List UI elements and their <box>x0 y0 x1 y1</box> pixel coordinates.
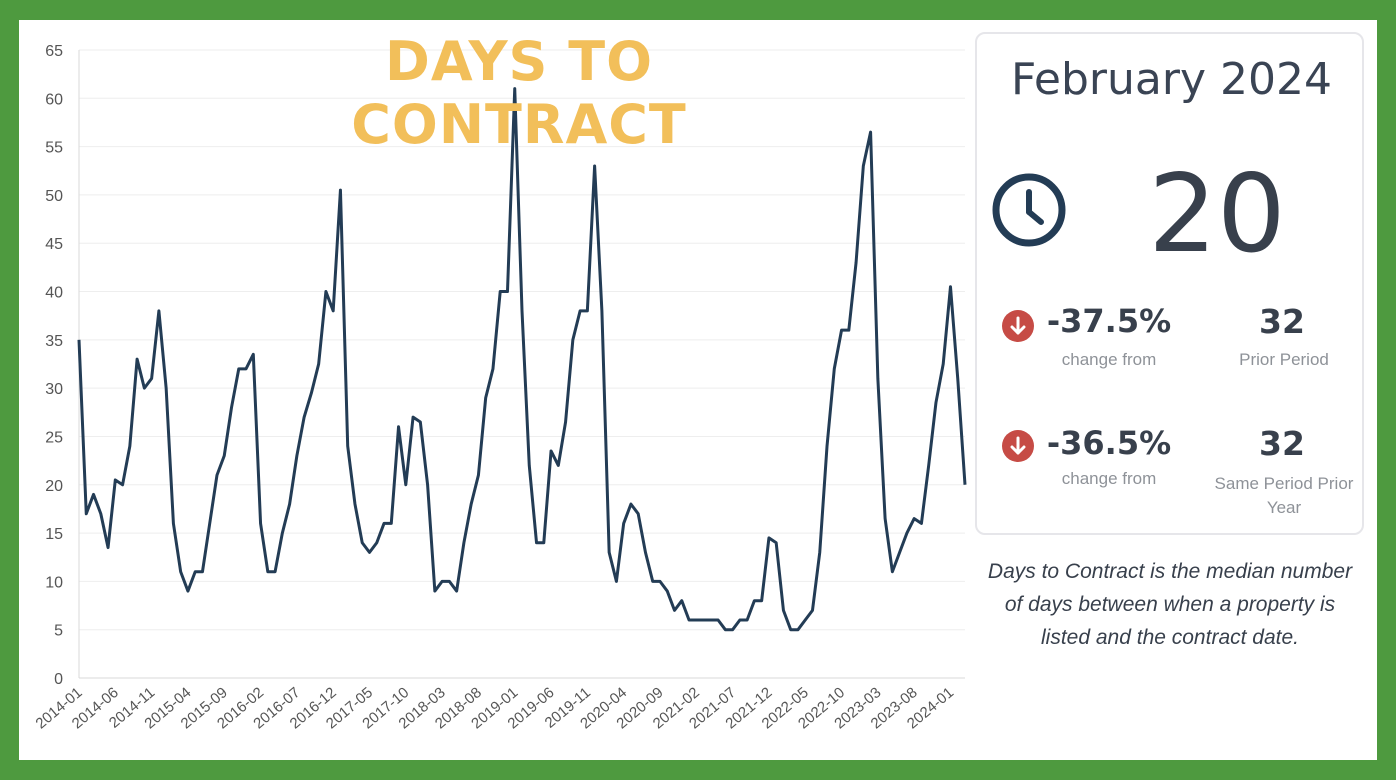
metric-description: Days to Contract is the median number of… <box>987 560 1353 649</box>
y-tick-label: 35 <box>45 333 63 350</box>
days-to-contract-value: 20 <box>1148 152 1286 277</box>
y-tick-label: 25 <box>45 429 63 446</box>
prior-period-label: Prior Period <box>1239 350 1329 369</box>
y-tick-label: 15 <box>45 526 63 543</box>
chart-title: DAYS TO CONTRACT <box>351 30 687 156</box>
y-tick-label: 5 <box>54 623 63 640</box>
y-tick-label: 0 <box>54 671 63 688</box>
y-tick-label: 40 <box>45 285 63 302</box>
y-tick-label: 10 <box>45 574 63 591</box>
y-tick-label: 60 <box>45 91 63 108</box>
change-pct-prior-year: -36.5% <box>1046 424 1172 462</box>
clock-icon <box>992 173 1066 247</box>
change-label: change from <box>1061 350 1157 369</box>
y-tick-label: 65 <box>45 43 63 60</box>
prior-year-value: 32 <box>1259 424 1305 463</box>
line-chart: 051015202530354045505560652014-012014-06… <box>32 43 967 732</box>
arrow-down-circle-icon <box>1002 310 1034 342</box>
prior-period-value: 32 <box>1259 302 1305 341</box>
dashboard-frame: 0 5 10 15 20 25 30 35 40 45 50 55 60 65 2014-01 2014-06… <box>19 20 1377 760</box>
y-tick-label: 45 <box>45 236 63 253</box>
prior-year-label: Same Period Prior Year <box>1214 474 1354 517</box>
change-pct-prior-period: -37.5% <box>1046 302 1172 340</box>
arrow-down-circle-icon <box>1002 430 1034 462</box>
period-label: February 2024 <box>1011 54 1332 105</box>
summary-card: February 2024 20 -37.5% change from 32 P… <box>975 32 1364 535</box>
y-tick-label: 20 <box>45 478 63 495</box>
y-tick-label: 55 <box>45 140 63 157</box>
y-tick-label: 30 <box>45 381 63 398</box>
y-tick-label: 50 <box>45 188 63 205</box>
change-label: change from <box>1061 469 1157 488</box>
series-line <box>77 87 967 632</box>
